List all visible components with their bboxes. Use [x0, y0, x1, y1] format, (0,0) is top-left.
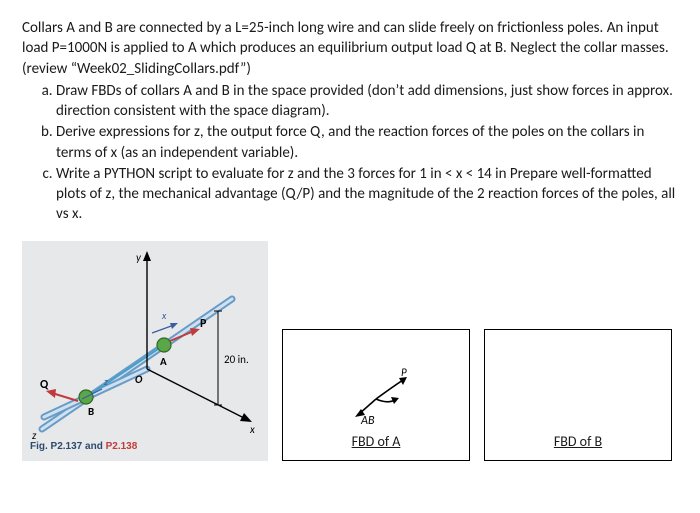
figure-caption: Fig. P2.137 and P2.138 [30, 440, 137, 454]
problem-statement: Collars A and B are connected by a L=25-… [22, 18, 678, 225]
wire-label-ab: AB [360, 414, 375, 424]
caption-part-a: Fig. P2.137 [30, 441, 82, 452]
svg-text:z: z [104, 375, 108, 388]
axis-x-label: x [249, 423, 255, 436]
diagram-svg: y x z A B O P Q x [22, 241, 268, 461]
space-diagram: y x z A B O P Q x [22, 241, 268, 461]
intro-paragraph: Collars A and B are connected by a L=25-… [22, 18, 678, 79]
fbd-a-box: P AB FBD of A [282, 329, 470, 461]
figure-row: y x z A B O P Q x [22, 241, 678, 461]
caption-and: and [82, 441, 105, 452]
load-q-label: Q [40, 378, 49, 392]
caption-part-b: P2.138 [106, 441, 138, 452]
height-label: 20 in. [224, 353, 249, 366]
fbd-b-label: FBD of B [485, 433, 671, 452]
origin-label: O [135, 373, 143, 386]
fbd-a-sketch: P AB [283, 354, 469, 430]
fbd-a-label: FBD of A [283, 433, 469, 452]
load-p-label: P [200, 317, 207, 331]
part-c: Write a PYTHON script to evaluate for z … [56, 164, 678, 225]
point-b-label: B [88, 405, 94, 418]
svg-text:P: P [401, 366, 407, 379]
part-b: Derive expressions for z, the output for… [56, 122, 678, 163]
axis-y-label: y [136, 251, 142, 264]
part-a: Draw FBDs of collars A and B in the spac… [56, 81, 678, 122]
svg-text:x: x [161, 309, 167, 322]
point-a-label: A [160, 355, 167, 368]
fbd-b-box: FBD of B [484, 329, 672, 461]
parts-list: Draw FBDs of collars A and B in the spac… [22, 81, 678, 225]
